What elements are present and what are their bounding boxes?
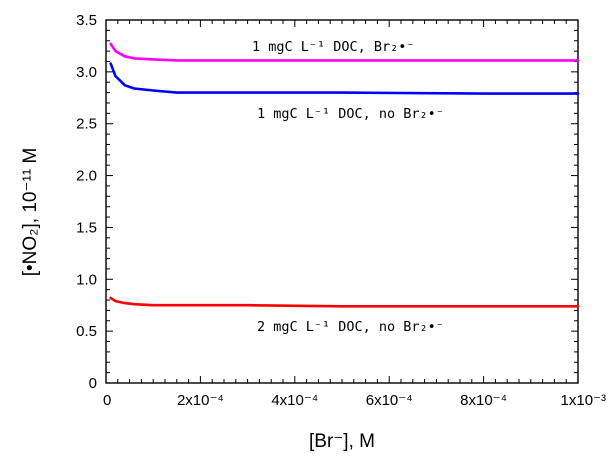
- series-line-red: [109, 296, 580, 308]
- y-tick-label: 1.0: [76, 271, 97, 288]
- x-tick-label: 4x10⁻⁴: [271, 392, 318, 409]
- y-tick-label: 3.5: [76, 12, 97, 29]
- annotation-magenta: 1 mgC L⁻¹ DOC, Br₂•⁻: [252, 39, 415, 55]
- series-line-magenta: [109, 42, 580, 62]
- series-line-blue: [109, 62, 580, 95]
- annotation-blue: 1 mgC L⁻¹ DOC, no Br₂•⁻: [257, 106, 444, 122]
- y-tick-label: 2.5: [76, 116, 97, 133]
- annotation-red: 2 mgC L⁻¹ DOC, no Br₂•⁻: [257, 319, 444, 335]
- y-tick-label: 0.5: [76, 323, 97, 340]
- y-tick-label: 0: [89, 375, 97, 392]
- x-axis-ticks: 0 2x10⁻⁴ 4x10⁻⁴ 6x10⁻⁴ 8x10⁻⁴ 1x10⁻³: [103, 20, 606, 409]
- x-tick-label: 6x10⁻⁴: [366, 392, 413, 409]
- y-tick-label: 3.0: [76, 64, 97, 81]
- y-tick-label: 1.5: [76, 219, 97, 236]
- x-tick-label: 8x10⁻⁴: [460, 392, 507, 409]
- series-layer: [109, 42, 580, 308]
- x-tick-label: 0: [103, 392, 111, 409]
- x-tick-label: 2x10⁻⁴: [177, 392, 224, 409]
- x-tick-label: 1x10⁻³: [561, 392, 606, 409]
- y-axis-ticks: 0 0.5 1.0 1.5 2.0 2.5 3.0 3.5: [76, 12, 578, 392]
- x-axis-label: [Br⁻], M: [309, 431, 375, 452]
- y-axis-label: [•NO₂], 10⁻¹¹ M: [20, 148, 41, 277]
- y-tick-label: 2.0: [76, 168, 97, 185]
